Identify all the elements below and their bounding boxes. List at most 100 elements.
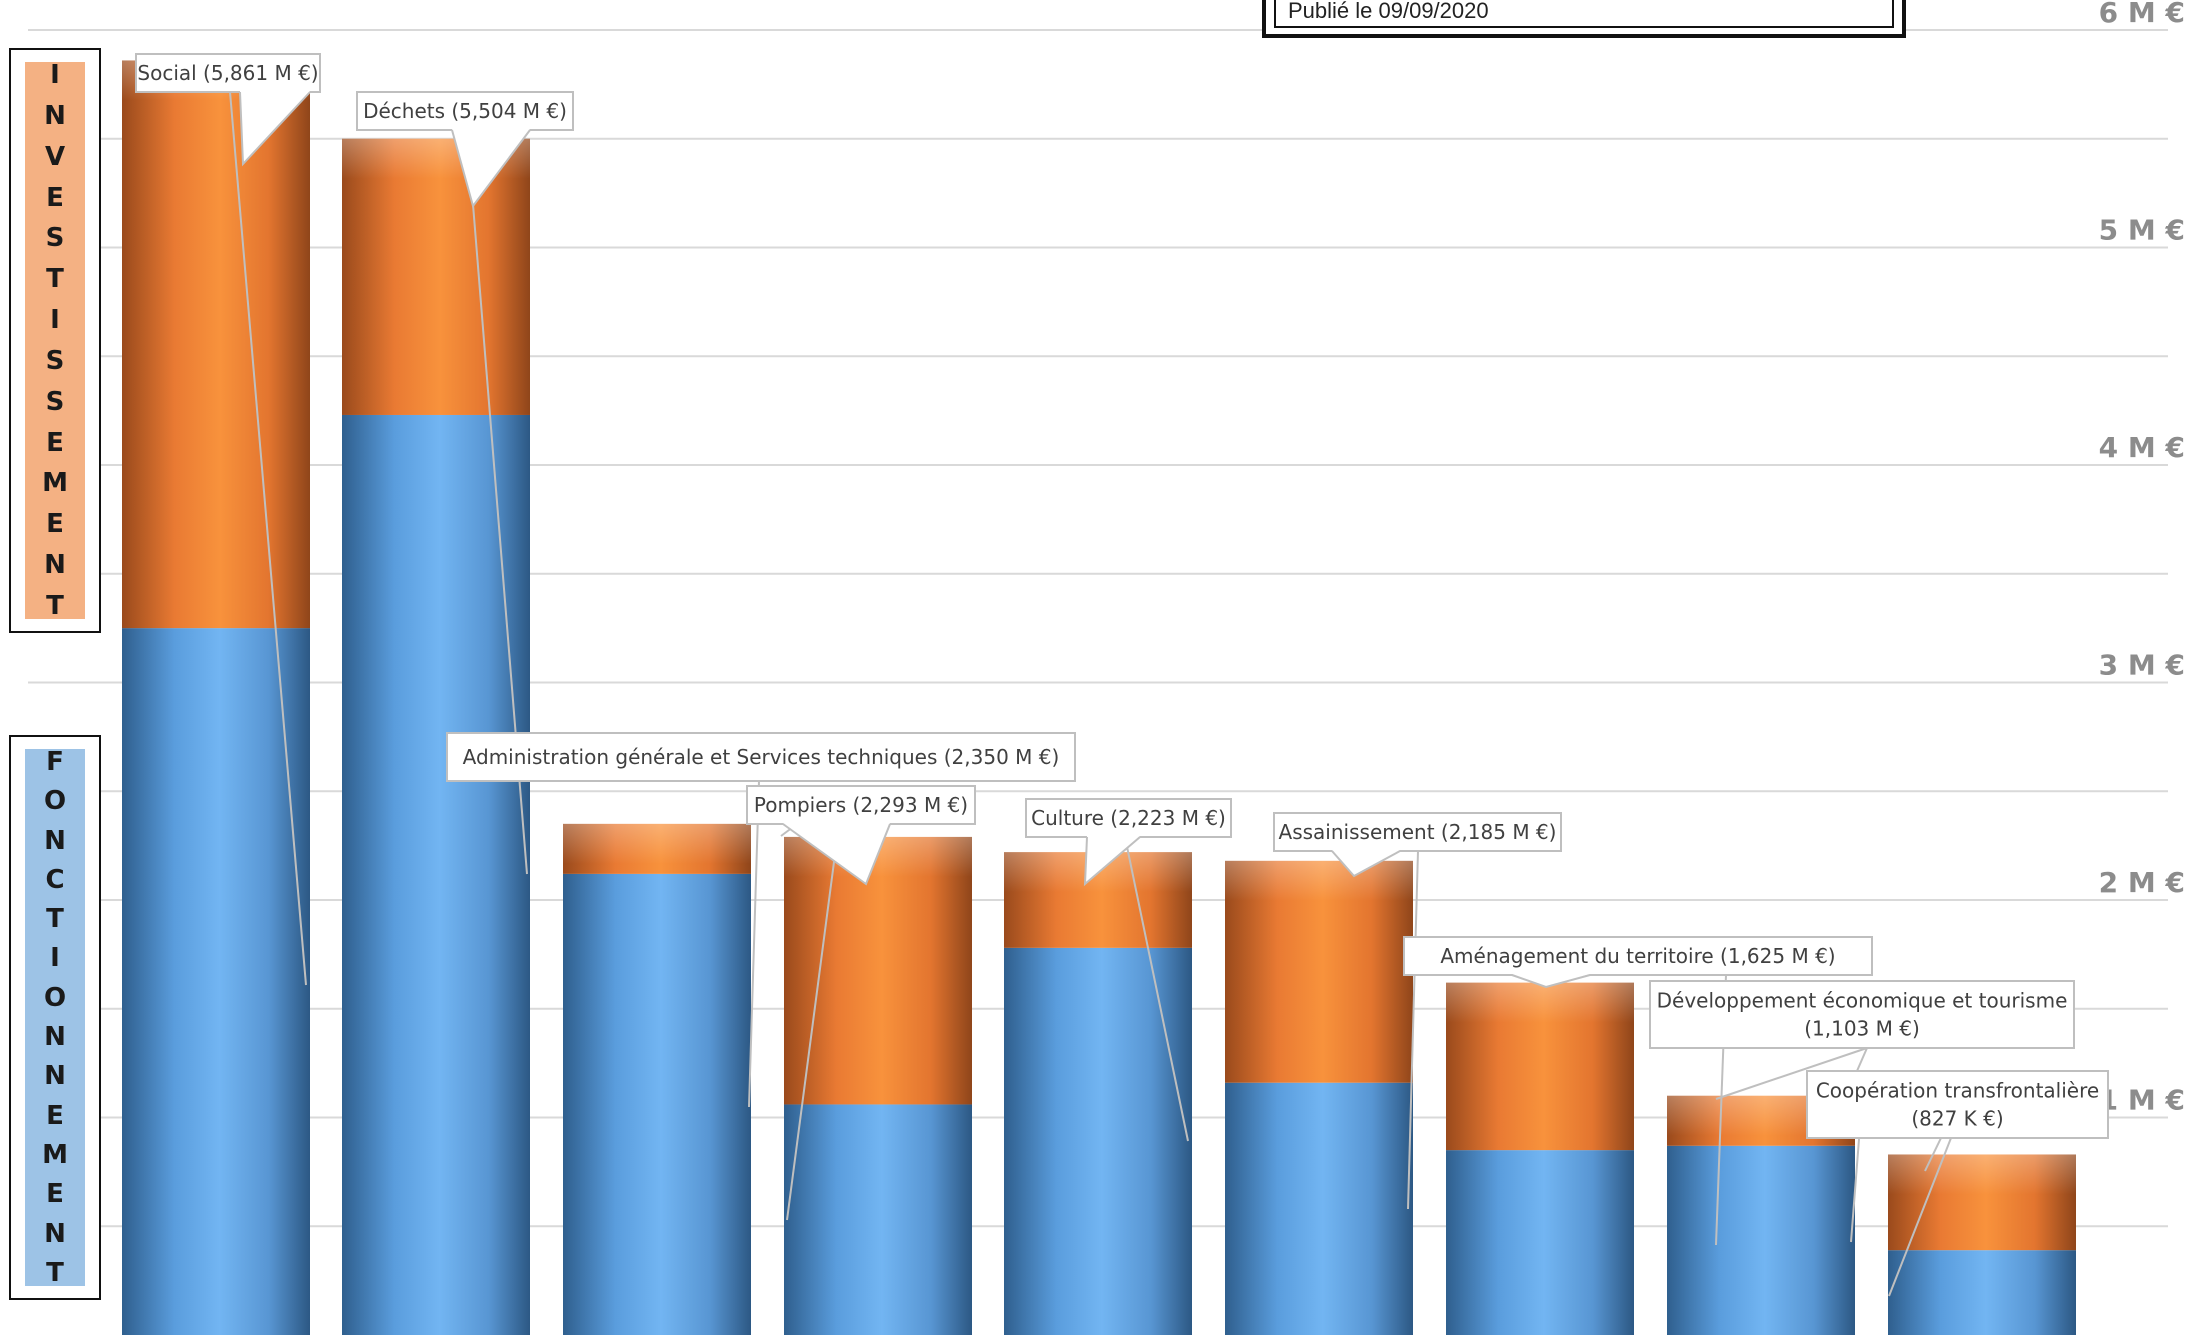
data-label-text: Social (5,861 M €) (137, 61, 318, 85)
side-label-letter: F (46, 747, 64, 777)
side-label-letter: T (46, 1257, 64, 1288)
data-label-box (1273, 812, 1562, 852)
data-label-pointer-edge (1083, 836, 1141, 887)
leader-line (1407, 850, 1419, 1210)
data-label: Administration générale et Services tech… (446, 732, 1076, 782)
data-label-text: Pompiers (2,293 M €) (754, 793, 968, 817)
leader-line (786, 823, 840, 1221)
side-label-letter: N (44, 550, 66, 581)
side-label-letter: E (46, 1179, 64, 1210)
y-tick-label: 1 M € (2099, 1084, 2185, 1117)
data-label: Développement économique et tourisme (1,1… (1649, 980, 2075, 1049)
side-label-letter: N (44, 825, 66, 856)
data-label-pointer-edge (451, 129, 531, 209)
data-label-text: Coopération transfrontalière (1816, 1079, 2099, 1103)
side-label-letter: T (46, 590, 64, 621)
data-label-text: Déchets (5,504 M €) (363, 99, 567, 123)
y-tick-label: 2 M € (2099, 866, 2185, 899)
side-label-letter: N (44, 1061, 66, 1092)
legend-frame: Publié le 09/09/2020 (1262, 0, 1906, 38)
data-label-text: Assainissement (2,185 M €) (1279, 820, 1557, 844)
side-label-letter: O (43, 786, 67, 817)
side-label-letter: S (45, 345, 65, 376)
data-label: Social (5,861 M €) (135, 53, 321, 167)
bar-fonctionnement (342, 414, 530, 1336)
data-label-box (135, 53, 321, 93)
bar-investissement (342, 138, 530, 415)
y-tick-label: 3 M € (2099, 649, 2185, 682)
bar-fonctionnement (784, 1104, 972, 1335)
side-label-letter: S (45, 386, 65, 417)
data-label-pointer (1512, 974, 1590, 987)
side-label-letter: I (50, 60, 60, 90)
data-label-text: Développement économique et tourisme (1657, 989, 2068, 1013)
leader-line (1888, 1137, 1952, 1297)
data-label-text: Culture (2,223 M €) (1031, 806, 1226, 830)
fonctionnement-side-fill (25, 749, 85, 1286)
data-label-box (1649, 980, 2075, 1049)
side-label-letter: M (42, 1139, 68, 1170)
data-label-pointer (783, 823, 890, 884)
legend-text: Publié le 09/09/2020 (1288, 0, 1489, 23)
data-label-pointer (240, 91, 310, 164)
leader-line (1856, 1047, 1868, 1072)
y-tick-label: 6 M € (2099, 0, 2185, 29)
side-label-letter: V (44, 141, 66, 172)
data-label-box (1403, 936, 1873, 976)
leader-line (1924, 1137, 1942, 1172)
data-label-pointer-edge (1331, 850, 1401, 878)
data-label-pointer (452, 129, 530, 206)
data-label-text: Administration générale et Services tech… (463, 745, 1060, 769)
label-leader-lines (229, 91, 1952, 1297)
data-labels: Social (5,861 M €) Déchets (5,504 M €) Adm… (135, 53, 2109, 1139)
bar-investissement (122, 60, 310, 629)
side-label-letter: E (46, 1100, 64, 1131)
side-label-letter: E (46, 427, 64, 458)
bar-fonctionnement (563, 873, 751, 1335)
side-label-letter: I (50, 943, 60, 974)
legend-frame-inner: Publié le 09/09/2020 (1274, 0, 1894, 28)
leader-line (229, 91, 307, 986)
data-label-text: Aménagement du territoire (1,625 M €) (1440, 944, 1835, 968)
data-label: Coopération transfrontalière (827 K €) (1806, 1070, 2109, 1139)
bar-fonctionnement (1004, 947, 1192, 1335)
leader-line (1715, 1047, 1868, 1100)
bar-investissement (784, 836, 972, 1105)
side-label-letter: N (44, 1022, 66, 1053)
side-label-letter: I (50, 305, 60, 336)
data-label: Pompiers (2,293 M €) (746, 785, 976, 886)
data-label: Culture (2,223 M €) (1025, 798, 1232, 887)
side-label-letter: O (43, 982, 67, 1013)
bar-top-highlight (1225, 860, 1413, 901)
data-label-text: (1,103 M €) (1804, 1017, 1920, 1041)
bar-top-highlight (1446, 982, 1634, 1023)
y-axis-tick-labels: 1 M € 2 M € 3 M € 4 M € 5 M € 6 M € (2099, 0, 2185, 1117)
investissement-side-fill (25, 62, 85, 619)
data-label-box (356, 91, 574, 131)
bar-top-highlight (563, 823, 751, 864)
data-label: Déchets (5,504 M €) (356, 91, 574, 209)
data-label: Assainissement (2,185 M €) (1273, 812, 1562, 878)
side-label-letter: T (46, 904, 64, 935)
side-label-letter: E (46, 509, 64, 540)
bar-fonctionnement (1446, 1150, 1634, 1335)
y-tick-label: 4 M € (2099, 431, 2185, 464)
data-label-pointer-edge (1511, 974, 1591, 989)
side-label-letter: N (44, 100, 66, 131)
y-tick-label: 5 M € (2099, 214, 2185, 247)
data-label: Aménagement du territoire (1,625 M €) (1403, 936, 1873, 989)
data-label-box (446, 732, 1076, 782)
data-label-pointer-edge (239, 91, 311, 167)
leader-line (1124, 836, 1189, 1142)
side-label-letter: E (46, 182, 64, 213)
data-label-pointer-edge (782, 823, 891, 886)
side-label-letter: M (42, 468, 68, 499)
data-label-box (1806, 1070, 2109, 1139)
bar-top-highlight (1888, 1154, 2076, 1195)
leader-line (748, 780, 760, 1108)
